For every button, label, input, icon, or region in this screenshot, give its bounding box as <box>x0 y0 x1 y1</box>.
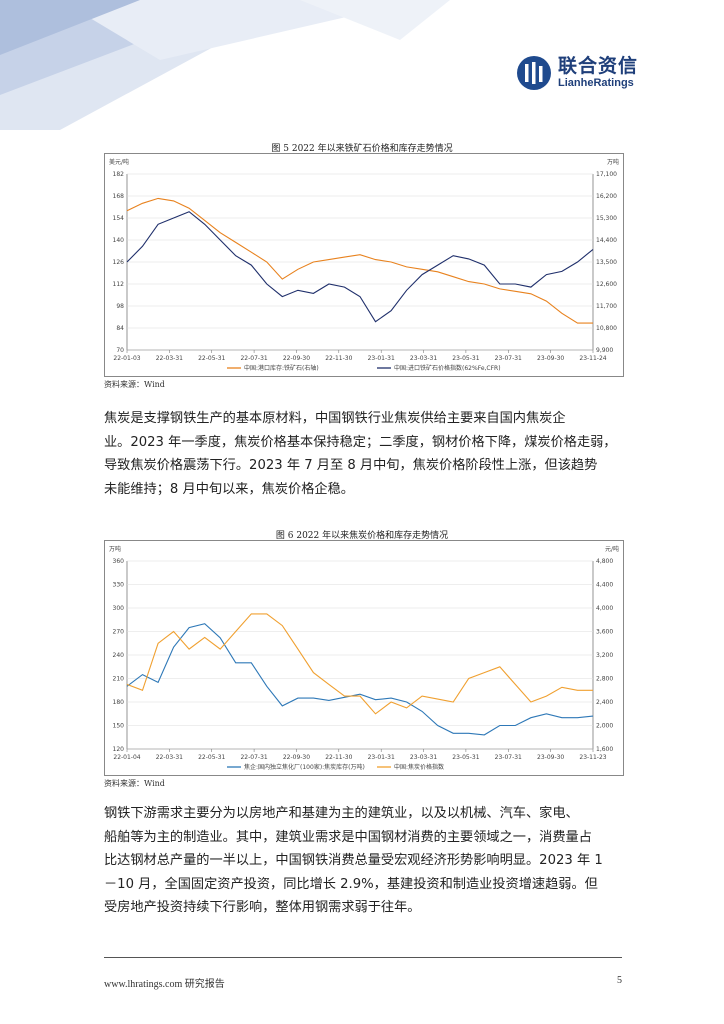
right-tick-label: 4,000 <box>596 605 613 612</box>
left-tick-label: 270 <box>113 629 125 636</box>
left-tick-label: 210 <box>113 676 125 683</box>
footer-site-label: www.lhratings.com 研究报告 <box>104 979 225 990</box>
right-tick-label: 15,300 <box>596 215 617 222</box>
x-tick-label: 23-03-31 <box>410 754 437 761</box>
right-tick-label: 10,800 <box>596 325 617 332</box>
left-tick-label: 112 <box>113 281 125 288</box>
x-tick-label: 23-09-30 <box>537 754 564 761</box>
figure5-source: 资料来源：Wind <box>104 380 165 389</box>
left-tick-label: 300 <box>113 605 125 612</box>
x-tick-label: 22-01-03 <box>113 355 140 362</box>
x-tick-label: 22-03-31 <box>156 355 183 362</box>
figure6-chart-frame: 万吨 元/吨 120 1,600 150 2,000 180 2,400 210 2,800 240… <box>104 540 624 776</box>
x-tick-label: 23-11-23 <box>579 754 606 761</box>
x-tick-label: 23-07-31 <box>495 355 522 362</box>
x-tick-label: 23-07-31 <box>495 754 522 761</box>
x-tick-label: 22-11-30 <box>325 355 352 362</box>
left-tick-label: 150 <box>113 723 125 730</box>
right-tick-label: 1,600 <box>596 746 613 753</box>
x-tick-label: 22-05-31 <box>198 754 225 761</box>
left-axis-unit: 美元/吨 <box>109 158 129 166</box>
x-tick-label: 23-11-24 <box>579 355 606 362</box>
x-tick-label: 22-05-31 <box>198 355 225 362</box>
left-tick-label: 360 <box>113 558 125 565</box>
paragraph-coke-supply: 焦炭是支撑钢铁生产的基本原材料，中国钢铁行业焦炭供给主要来自国内焦炭企 业。20… <box>104 407 622 501</box>
paragraph-line: 受房地产投资持续下行影响，整体用钢需求弱于往年。 <box>104 900 421 915</box>
logo: 联合资信 LianheRatings <box>516 55 638 91</box>
series-line-2 <box>126 211 594 323</box>
lianhe-logo-icon <box>517 56 551 90</box>
paragraph-line: 比达钢材总产量的一半以上，中国钢铁消费总量受宏观经济形势影响明显。2023 年 … <box>104 853 603 868</box>
right-tick-label: 3,600 <box>596 629 613 636</box>
right-tick-label: 2,000 <box>596 723 613 730</box>
right-tick-label: 3,200 <box>596 652 613 659</box>
figure5-chart: 美元/吨 万吨 70 9,900 84 10,800 98 11,700 112 12,600 12… <box>109 158 619 372</box>
left-tick-label: 126 <box>113 259 125 266</box>
paragraph-line: 未能维持；8 月中旬以来，焦炭价格企稳。 <box>104 481 354 497</box>
x-tick-label: 23-01-31 <box>368 355 395 362</box>
series-line-1 <box>126 623 594 736</box>
right-tick-label: 2,800 <box>596 676 613 683</box>
x-tick-label: 22-07-31 <box>240 754 267 761</box>
legend-label: 焦企:国内独立焦化厂(100家):焦炭库存(万吨) <box>244 763 365 771</box>
right-tick-label: 4,800 <box>596 558 613 565</box>
right-tick-label: 17,100 <box>596 171 617 178</box>
left-tick-label: 240 <box>113 652 125 659</box>
paragraph-line: 业。2023 年一季度，焦炭价格基本保持稳定；二季度，钢材价格下降，煤炭价格走弱… <box>104 434 617 450</box>
page-number: 5 <box>617 975 622 986</box>
figure6-source: 资料来源：Wind <box>104 779 165 788</box>
right-axis-unit: 万吨 <box>607 158 619 166</box>
paragraph-line: 导致焦炭价格震荡下行。2023 年 7 月至 8 月中旬，焦炭价格阶段性上涨，但… <box>104 458 598 473</box>
right-axis-unit: 元/吨 <box>605 545 619 553</box>
legend-label: 中国:焦炭价格指数 <box>394 763 444 771</box>
x-tick-label: 23-03-31 <box>410 355 437 362</box>
right-tick-label: 4,400 <box>596 582 613 589</box>
left-tick-label: 98 <box>116 303 124 310</box>
left-tick-label: 120 <box>113 746 125 753</box>
x-tick-label: 22-09-30 <box>283 754 310 761</box>
paragraph-line: 焦炭是支撑钢铁生产的基本原材料，中国钢铁行业焦炭供给主要来自国内焦炭企 <box>104 411 566 426</box>
header-decoration <box>0 0 450 130</box>
series-line-2 <box>126 613 593 715</box>
x-tick-label: 23-09-30 <box>537 355 564 362</box>
figure6-caption: 图 6 2022 年以来焦炭价格和库存走势情况 <box>275 531 449 541</box>
left-tick-label: 182 <box>113 171 125 178</box>
left-tick-label: 180 <box>113 699 125 706</box>
right-tick-label: 14,400 <box>596 237 617 244</box>
figure5-chart-frame: 美元/吨 万吨 70 9,900 84 10,800 98 11,700 112 12,600 12… <box>104 153 624 377</box>
x-tick-label: 23-05-31 <box>452 355 479 362</box>
paragraph-line: 钢铁下游需求主要分为以房地产和基建为主的建筑业，以及以机械、汽车、家电、 <box>104 806 579 821</box>
figure6-chart: 万吨 元/吨 120 1,600 150 2,000 180 2,400 210 2,800 240… <box>109 545 619 771</box>
right-tick-label: 13,500 <box>596 259 617 266</box>
logo-chinese-name: 联合资信 <box>558 55 639 77</box>
series-line-1 <box>126 197 593 324</box>
figure5-caption: 图 5 2022 年以来铁矿石价格和库存走势情况 <box>271 144 453 154</box>
right-tick-label: 16,200 <box>596 193 617 200</box>
right-tick-label: 12,600 <box>596 281 617 288</box>
x-tick-label: 22-11-30 <box>325 754 352 761</box>
x-tick-label: 23-05-31 <box>452 754 479 761</box>
right-tick-label: 11,700 <box>596 303 617 310</box>
legend-label: 中国:港口库存:铁矿石(右轴) <box>244 364 319 372</box>
left-tick-label: 154 <box>113 215 125 222</box>
right-tick-label: 2,400 <box>596 699 613 706</box>
left-tick-label: 70 <box>116 347 124 354</box>
footer-divider <box>104 957 622 958</box>
legend-label: 中国:进口铁矿石价格指数(62%Fe,CFR) <box>394 364 501 372</box>
left-axis-unit: 万吨 <box>109 545 121 553</box>
x-tick-label: 23-01-31 <box>368 754 395 761</box>
x-tick-label: 22-03-31 <box>156 754 183 761</box>
x-tick-label: 22-09-30 <box>283 355 310 362</box>
left-tick-label: 168 <box>113 193 125 200</box>
left-tick-label: 330 <box>113 582 125 589</box>
left-tick-label: 84 <box>116 325 124 332</box>
logo-english-name: LianheRatings <box>558 77 634 89</box>
x-tick-label: 22-01-04 <box>113 754 140 761</box>
paragraph-line: －10 月，全国固定资产投资，同比增长 2.9%，基建投资和制造业投资增速趋弱。… <box>104 876 598 892</box>
x-tick-label: 22-07-31 <box>240 355 267 362</box>
paragraph-line: 船舶等为主的制造业。其中，建筑业需求是中国钢材消费的主要领域之一，消费量占 <box>104 829 592 845</box>
left-tick-label: 140 <box>113 237 125 244</box>
right-tick-label: 9,900 <box>596 347 613 354</box>
paragraph-steel-demand: 钢铁下游需求主要分为以房地产和基建为主的建筑业，以及以机械、汽车、家电、 船舶等… <box>104 802 622 920</box>
